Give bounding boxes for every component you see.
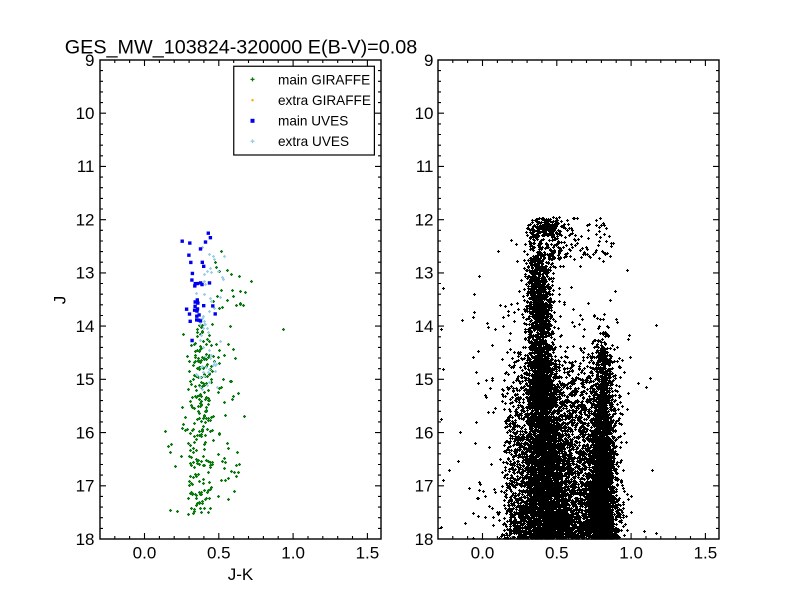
svg-text:J-K: J-K xyxy=(228,565,254,584)
svg-text:1.0: 1.0 xyxy=(619,543,643,562)
svg-text:12: 12 xyxy=(76,211,95,230)
svg-text:1.0: 1.0 xyxy=(281,543,305,562)
svg-text:0.0: 0.0 xyxy=(133,543,157,562)
svg-text:1.5: 1.5 xyxy=(694,543,718,562)
svg-text:10: 10 xyxy=(76,104,95,123)
svg-text:15: 15 xyxy=(76,370,95,389)
svg-text:17: 17 xyxy=(76,477,95,496)
svg-text:1.5: 1.5 xyxy=(356,543,380,562)
svg-text:extra GIRAFFE: extra GIRAFFE xyxy=(278,93,371,108)
svg-text:17: 17 xyxy=(415,477,434,496)
svg-text:0.0: 0.0 xyxy=(471,543,495,562)
svg-text:0.5: 0.5 xyxy=(207,543,231,562)
svg-text:11: 11 xyxy=(77,157,95,176)
svg-text:J: J xyxy=(50,296,69,305)
svg-text:main UVES: main UVES xyxy=(278,114,348,129)
svg-text:12: 12 xyxy=(415,211,434,230)
svg-text:14: 14 xyxy=(76,317,95,336)
svg-text:13: 13 xyxy=(76,264,95,283)
svg-text:16: 16 xyxy=(76,423,95,442)
svg-text:9: 9 xyxy=(424,51,433,70)
svg-text:16: 16 xyxy=(415,423,434,442)
svg-text:13: 13 xyxy=(415,264,434,283)
svg-text:18: 18 xyxy=(76,530,95,549)
svg-text:11: 11 xyxy=(416,157,434,176)
svg-text:10: 10 xyxy=(415,104,434,123)
svg-text:extra UVES: extra UVES xyxy=(278,134,349,149)
svg-text:18: 18 xyxy=(415,530,434,549)
svg-text:9: 9 xyxy=(85,51,94,70)
svg-text:main GIRAFFE: main GIRAFFE xyxy=(278,72,370,87)
svg-text:14: 14 xyxy=(415,317,434,336)
svg-text:GES_MW_103824-320000 E(B-V)=0.: GES_MW_103824-320000 E(B-V)=0.08 xyxy=(65,36,417,58)
svg-text:0.5: 0.5 xyxy=(545,543,569,562)
svg-text:15: 15 xyxy=(415,370,434,389)
